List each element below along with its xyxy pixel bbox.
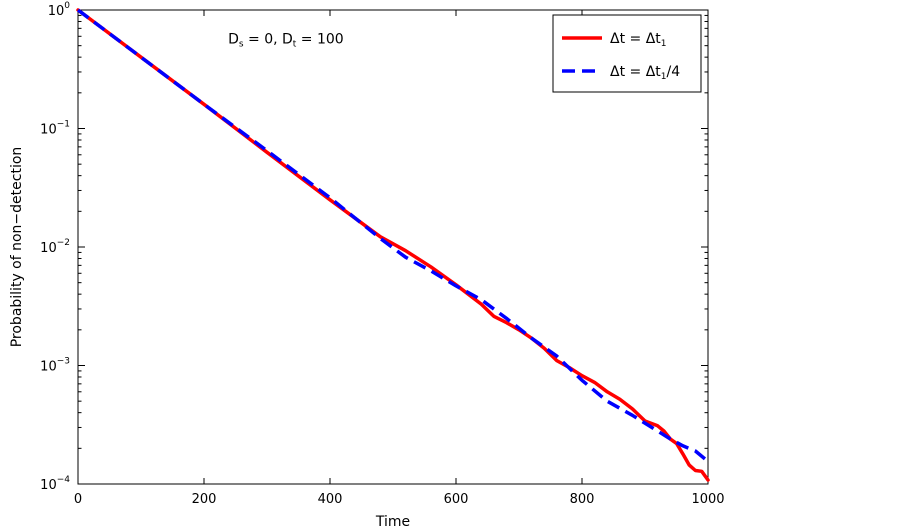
x-tick-label: 0 (74, 492, 82, 507)
text-part: /4 (667, 64, 681, 80)
y-tick-exponent: −4 (57, 475, 71, 485)
y-tick-label: 10−1 (40, 120, 70, 138)
y-tick-label: 10−4 (40, 475, 70, 493)
text-part: Δt = Δt (610, 31, 661, 47)
text-part: D (228, 32, 239, 48)
legend-entry-1: Δt = Δt1 (610, 31, 667, 49)
x-tick-label: 1000 (691, 492, 724, 507)
text-part: = 100 (296, 32, 343, 48)
text-part: s (239, 39, 244, 49)
x-tick-label: 400 (318, 492, 343, 507)
y-tick-base: 10 (40, 360, 57, 375)
y-tick-label: 10−2 (40, 238, 70, 256)
text-part: Δt = Δt (610, 64, 661, 80)
legend-box (552, 14, 702, 93)
x-tick-label: 600 (444, 492, 469, 507)
y-tick-exponent: −3 (57, 357, 70, 367)
y-tick-base: 10 (48, 4, 65, 19)
y-tick-base: 10 (40, 478, 57, 493)
x-tick-label: 200 (192, 492, 217, 507)
x-axis-label: Time (375, 514, 410, 530)
y-tick-base: 10 (40, 241, 57, 256)
y-tick-exponent: 0 (64, 1, 70, 11)
y-tick-label: 100 (48, 1, 71, 19)
labels-layer: 0 200 400 600 800 100010010−110−210−310−4Time… (9, 1, 725, 530)
ticks-layer (77, 9, 709, 485)
y-tick-exponent: −2 (57, 238, 70, 248)
x-tick-label: 800 (570, 492, 595, 507)
y-tick-base: 10 (40, 123, 57, 138)
text-part: 1 (661, 39, 667, 49)
text-part: = 0, D (244, 32, 293, 48)
legend-entry-2: Δt = Δt1/4 (610, 64, 680, 82)
y-axis-label: Probability of non−detection (9, 147, 25, 348)
annotation: Ds = 0, Dt = 100 (228, 32, 344, 50)
y-tick-label: 10−3 (40, 357, 70, 375)
text-part: t (293, 39, 297, 49)
text-part: 1 (661, 72, 667, 82)
series-line-2 (76, 8, 710, 463)
series-layer (76, 8, 710, 482)
y-tick-exponent: −1 (57, 120, 70, 130)
